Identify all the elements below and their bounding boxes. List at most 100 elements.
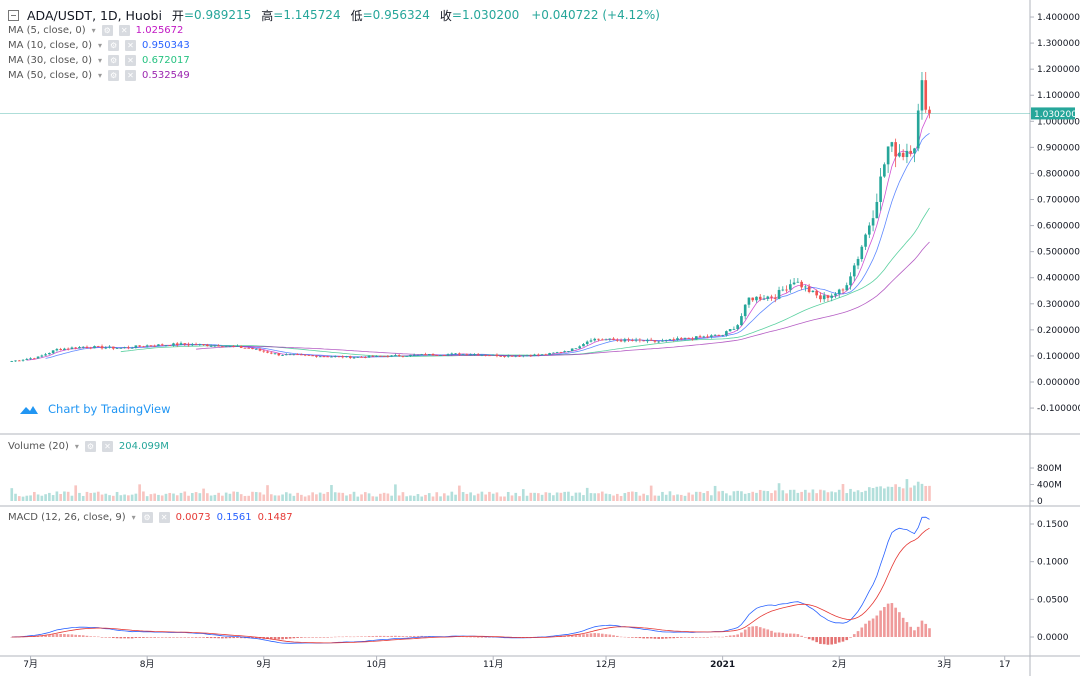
macd-hist-bar — [732, 635, 736, 637]
volume-bar — [804, 489, 807, 501]
close-icon[interactable]: ✕ — [118, 24, 130, 36]
candle-body — [315, 355, 318, 357]
volume-bar — [901, 488, 905, 501]
candle-body — [25, 359, 29, 360]
close-icon[interactable]: ✕ — [158, 511, 170, 523]
close-icon[interactable]: ✕ — [101, 440, 113, 452]
volume-bar — [164, 493, 168, 501]
candle-body — [781, 289, 785, 291]
candle-body — [691, 338, 694, 340]
volume-bar — [879, 486, 882, 501]
legend-macd[interactable]: MACD (12, 26, close, 9) ▾ ⚙ ✕ 0.0073 0.156… — [8, 509, 293, 525]
legend-ma5[interactable]: MA (5, close, 0) ▾ ⚙ ✕ 1.025672 — [8, 22, 183, 38]
macd-hist-bar — [296, 637, 299, 638]
volume-bar — [510, 495, 514, 501]
gear-icon[interactable]: ⚙ — [84, 440, 96, 452]
chevron-down-icon[interactable]: ▾ — [74, 441, 79, 451]
macd-hist-bar — [841, 637, 845, 642]
candle-body — [348, 356, 352, 358]
gear-icon[interactable]: ⚙ — [101, 24, 113, 36]
candle-body — [55, 349, 59, 351]
volume-bar — [337, 492, 341, 501]
gear-icon[interactable]: ⚙ — [141, 511, 153, 523]
macd-tick-label: 0.1500 — [1037, 520, 1069, 530]
chevron-down-icon[interactable]: ▾ — [98, 55, 103, 65]
candle-body — [277, 353, 281, 356]
chevron-down-icon[interactable]: ▾ — [98, 70, 103, 80]
candle-body — [856, 259, 860, 266]
volume-bar — [725, 493, 728, 501]
volume-bar — [559, 492, 563, 501]
candle-body — [273, 353, 277, 355]
macd-hist-bar — [119, 637, 123, 639]
chevron-down-icon[interactable]: ▾ — [98, 40, 103, 50]
macd-hist-bar — [281, 637, 284, 640]
macd-hist-bar — [867, 620, 871, 637]
candle-body — [209, 345, 213, 347]
last-price-label: 1.030200 — [1034, 110, 1077, 120]
macd-hist-bar — [206, 637, 209, 638]
close-icon[interactable]: ✕ — [125, 69, 137, 81]
volume-bar — [713, 485, 717, 501]
candle-body — [905, 150, 909, 158]
volume-bar — [785, 493, 788, 501]
candle-body — [574, 348, 578, 350]
volume-bar — [307, 495, 311, 501]
volume-bar — [856, 490, 860, 501]
candle-body — [251, 348, 254, 350]
volume-bar — [920, 483, 924, 501]
macd-hist-bar — [44, 635, 47, 637]
macd-hist-bar — [845, 637, 849, 641]
volume-bar — [672, 495, 676, 501]
price-tick-label: 0.400000 — [1037, 274, 1080, 284]
collapse-icon[interactable] — [8, 9, 19, 21]
macd-hist-bar — [638, 637, 642, 639]
macd-hist-bar — [66, 634, 70, 637]
volume-bar — [85, 491, 89, 501]
volume-bar — [356, 496, 360, 501]
legend-ma30[interactable]: MA (30, close, 0) ▾ ⚙ ✕ 0.672017 — [8, 52, 190, 68]
macd-hist-bar — [623, 636, 627, 638]
time-tick-label: 2月 — [832, 659, 847, 670]
close-icon[interactable]: ✕ — [125, 39, 137, 51]
volume-bar — [822, 490, 826, 501]
volume-bar — [928, 485, 931, 501]
macd-hist-bar — [318, 637, 322, 638]
macd-hist-bar — [807, 637, 811, 640]
macd-hist-bar — [409, 636, 412, 637]
gear-icon[interactable]: ⚙ — [108, 69, 120, 81]
volume-bar — [172, 493, 175, 501]
volume-bar — [285, 492, 288, 501]
macd-hist-bar — [710, 636, 713, 638]
macd-hist-bar — [864, 623, 867, 637]
volume-bar — [194, 492, 198, 501]
candle-body — [416, 354, 420, 356]
close-icon[interactable]: ✕ — [125, 54, 137, 66]
chevron-down-icon[interactable]: ▾ — [131, 512, 136, 522]
tradingview-watermark[interactable]: Chart by TradingView — [18, 402, 171, 416]
legend-ma50[interactable]: MA (50, close, 0) ▾ ⚙ ✕ 0.532549 — [8, 67, 190, 83]
volume-bar — [348, 494, 352, 501]
legend-volume[interactable]: Volume (20) ▾ ⚙ ✕ 204.099M — [8, 438, 169, 454]
macd-hist-bar — [168, 637, 172, 638]
legend-ma10[interactable]: MA (10, close, 0) ▾ ⚙ ✕ 0.950343 — [8, 37, 190, 53]
gear-icon[interactable]: ⚙ — [108, 54, 120, 66]
candle-body — [871, 218, 875, 226]
chevron-down-icon[interactable]: ▾ — [91, 25, 96, 35]
candle-body — [386, 356, 390, 358]
candle-body — [356, 356, 360, 358]
volume-tick-label: 400M — [1037, 481, 1062, 491]
macd-hist-bar — [646, 637, 649, 639]
candlesticks — [10, 71, 931, 362]
gear-icon[interactable]: ⚙ — [108, 39, 120, 51]
candle-body — [898, 152, 901, 157]
ma10-value: 0.950343 — [142, 39, 190, 51]
macd-hist-bar — [100, 637, 104, 638]
ma5-value: 1.025672 — [135, 24, 184, 36]
volume-bar — [409, 495, 412, 501]
macd-hist-bar — [860, 627, 864, 637]
volume-bar — [405, 496, 409, 501]
volume-bar — [375, 496, 378, 501]
volume-bar — [345, 495, 348, 501]
